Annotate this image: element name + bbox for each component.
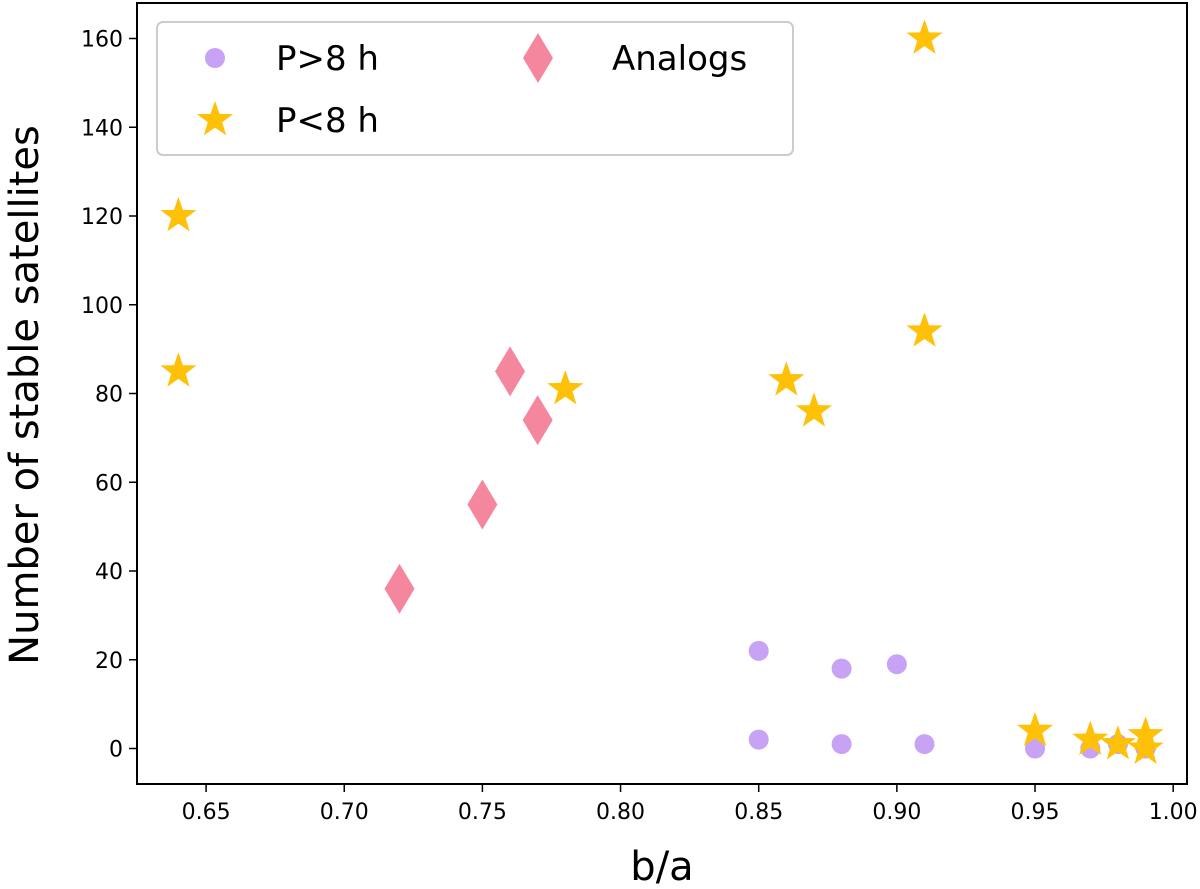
- y-tick-label: 120: [81, 205, 123, 230]
- x-tick-label: 0.70: [320, 800, 369, 825]
- y-tick-label: 40: [95, 560, 123, 585]
- data-point-star: [906, 312, 943, 347]
- data-point-star: [795, 392, 832, 427]
- legend-frame: [156, 21, 794, 156]
- data-point-circle: [831, 734, 852, 755]
- legend-marker-star: [196, 101, 234, 136]
- data-points: [160, 19, 1164, 764]
- x-tick-label: 1.00: [1149, 800, 1198, 825]
- data-point-star: [160, 197, 197, 232]
- x-tick-label: 0.85: [734, 800, 783, 825]
- x-tick-label: 0.90: [872, 800, 921, 825]
- y-tick-label: 60: [95, 471, 123, 496]
- y-axis-label: Number of stable satellites: [2, 125, 48, 665]
- x-tick-label: 0.80: [596, 800, 645, 825]
- y-tick-label: 80: [95, 383, 123, 408]
- data-point-star: [1072, 720, 1109, 755]
- x-axis-ticks: 0.65 0.70 0.75 0.80 0.85 0.90 0.95 1.00: [182, 784, 1198, 825]
- legend-marker-diamond: [523, 33, 553, 83]
- legend-label: P<8 h: [276, 101, 379, 141]
- data-point-star: [1099, 725, 1136, 760]
- data-point-star: [1127, 729, 1164, 764]
- data-point-star: [547, 370, 584, 405]
- data-point-circle: [1025, 738, 1046, 759]
- y-tick-label: 20: [95, 649, 123, 674]
- legend-label: P>8 h: [276, 39, 379, 79]
- y-tick-label: 160: [81, 28, 123, 53]
- data-point-circle: [886, 654, 907, 675]
- y-tick-label: 100: [81, 294, 123, 319]
- data-point-star: [906, 19, 943, 54]
- data-point-star: [768, 361, 805, 396]
- x-tick-label: 0.65: [182, 800, 231, 825]
- data-point-circle: [748, 640, 769, 661]
- x-axis-label: b/a: [630, 844, 693, 889]
- x-tick-label: 0.75: [458, 800, 507, 825]
- legend: P>8 h P<8 h Analogs: [156, 21, 794, 156]
- x-tick-label: 0.95: [1011, 800, 1060, 825]
- y-axis-ticks: 0 20 40 60 80 100 120 140 160: [81, 28, 137, 763]
- data-point-diamond: [384, 563, 415, 614]
- data-point-diamond: [522, 395, 553, 446]
- data-point-star: [160, 352, 197, 387]
- y-tick-label: 140: [81, 116, 123, 141]
- data-point-diamond: [467, 479, 498, 530]
- data-point-diamond: [495, 346, 526, 397]
- legend-marker-circle: [205, 48, 225, 68]
- legend-label: Analogs: [612, 39, 747, 79]
- data-point-circle: [831, 658, 852, 679]
- data-point-circle: [748, 729, 769, 750]
- data-point-circle: [914, 734, 935, 755]
- data-point-star: [1017, 711, 1054, 747]
- y-tick-label: 0: [109, 738, 123, 763]
